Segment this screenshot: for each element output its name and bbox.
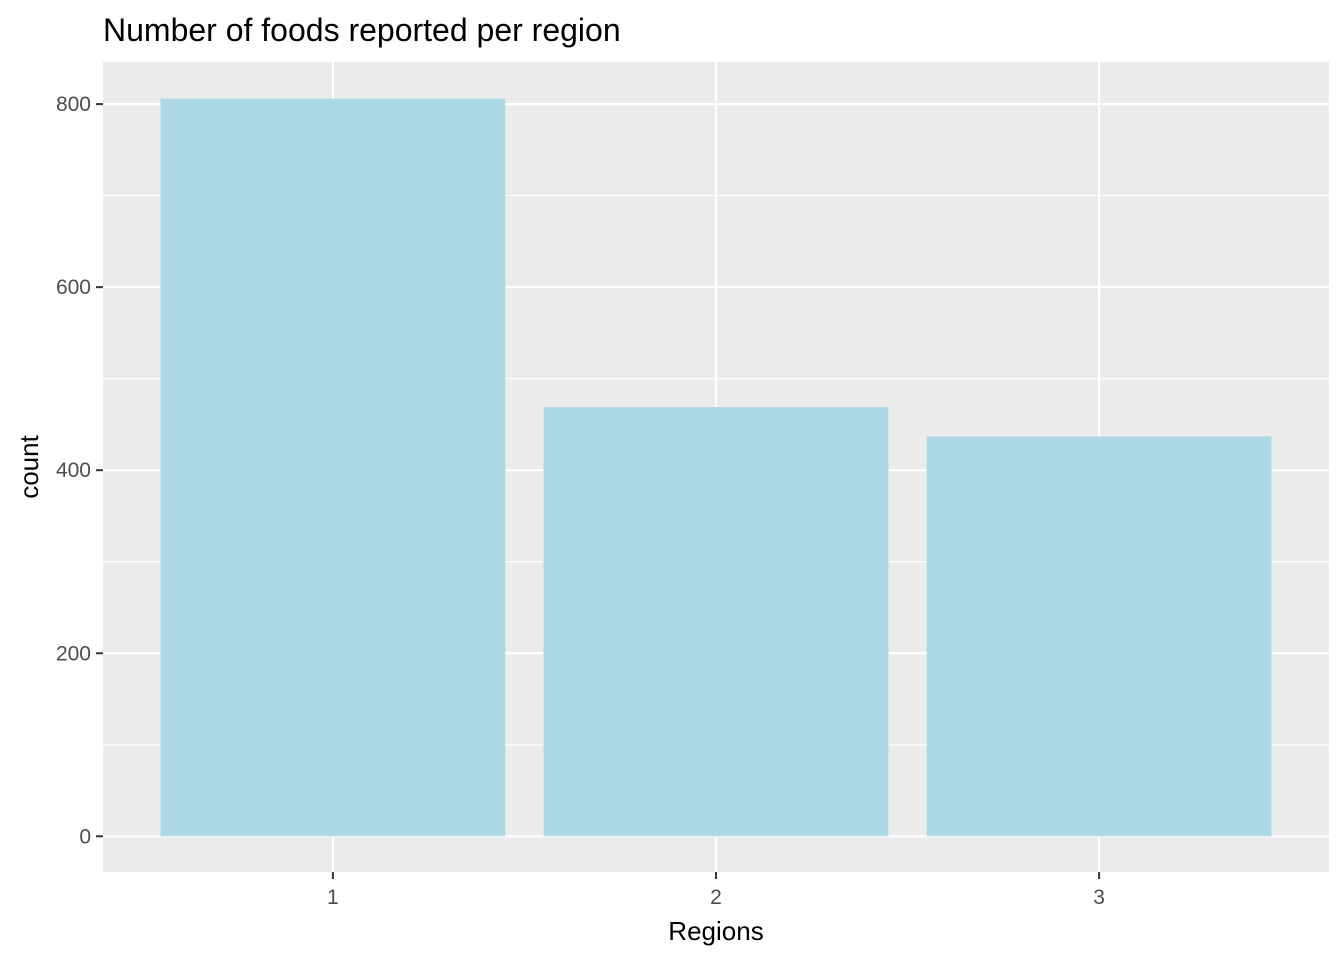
y-tick-label: 0 [79,825,91,848]
x-axis-title: Regions [668,916,763,946]
y-tick-label: 600 [56,276,91,299]
bar-3 [926,436,1272,837]
bar-2 [543,407,889,837]
x-tick-label: 3 [1093,886,1105,909]
y-tick-label: 400 [56,459,91,482]
x-tick-label: 1 [327,886,339,909]
bars [160,98,1272,837]
chart-title: Number of foods reported per region [103,12,621,48]
bar-1 [160,98,506,837]
x-axis: 1 2 3 [327,872,1105,909]
x-tick-label: 2 [710,886,722,909]
y-tick-label: 800 [56,93,91,116]
y-axis-title: count [14,434,44,498]
y-tick-label: 200 [56,642,91,665]
y-axis: 0 200 400 600 800 [56,93,103,848]
